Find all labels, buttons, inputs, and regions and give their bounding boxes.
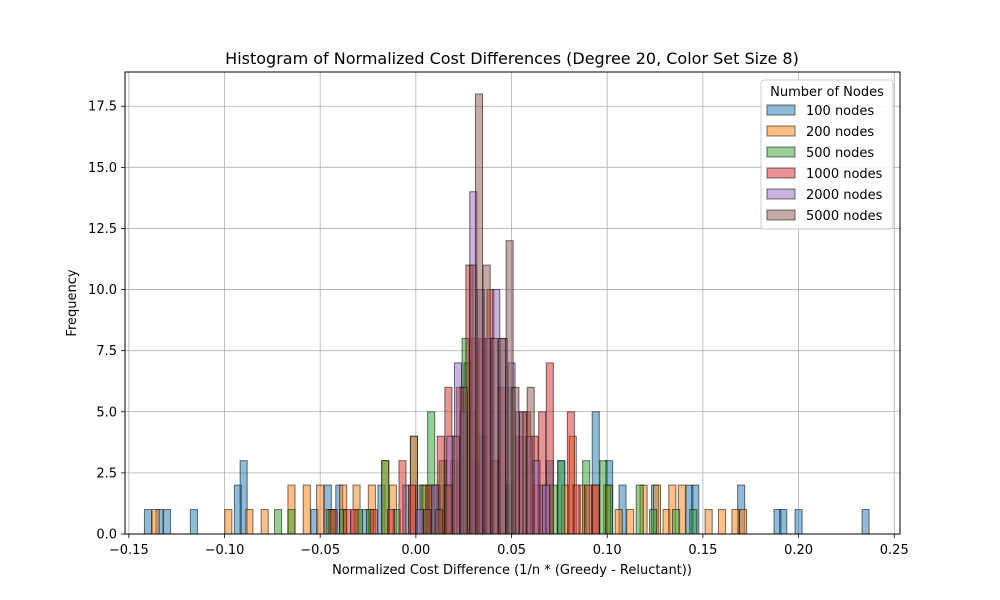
- histogram-bar: [434, 509, 443, 535]
- y-tick-label: 17.5: [88, 100, 117, 115]
- histogram-bar: [731, 509, 740, 535]
- legend-label: 100 nodes: [806, 104, 874, 119]
- histogram-bar: [794, 509, 803, 535]
- y-axis-label: Frequency: [65, 269, 80, 336]
- histogram-bar: [423, 509, 432, 535]
- histogram-bar: [584, 484, 593, 535]
- legend-title: Number of Nodes: [770, 85, 884, 100]
- histogram-bar: [224, 509, 233, 535]
- legend-label: 5000 nodes: [806, 209, 883, 224]
- histogram-bar: [526, 386, 535, 535]
- histogram-bar: [672, 509, 681, 535]
- plot-frame: [124, 71, 901, 535]
- histogram-bar: [482, 264, 491, 535]
- histogram-bar: [572, 484, 581, 535]
- histogram-bar: [459, 386, 468, 535]
- histogram-bar: [407, 484, 417, 535]
- y-tick-label: 10.0: [88, 283, 117, 298]
- legend-swatch: [766, 125, 796, 137]
- histogram-bar: [649, 509, 658, 535]
- y-tick-label: 7.5: [96, 344, 117, 359]
- histogram-bar: [541, 484, 551, 535]
- y-tick-label: 0.0: [96, 528, 117, 543]
- histogram-bar: [635, 484, 644, 535]
- histogram-bar: [287, 509, 296, 535]
- histogram-bar: [717, 509, 727, 535]
- histogram-bar: [350, 509, 359, 535]
- histogram-bar: [274, 509, 283, 535]
- x-tick-label: 0.15: [688, 543, 717, 558]
- histogram-bar: [151, 509, 160, 535]
- histogram-bar: [689, 509, 698, 535]
- x-tick-label: −0.10: [205, 543, 245, 558]
- x-axis-label: Normalized Cost Difference (1/n * (Greed…: [332, 563, 692, 578]
- x-tick-label: 0.25: [880, 543, 909, 558]
- histogram-bar: [474, 93, 484, 535]
- legend-swatch: [766, 104, 796, 116]
- histogram-bar: [398, 460, 407, 535]
- histogram-bar: [369, 509, 378, 535]
- histogram-bar: [452, 435, 461, 535]
- y-tick-label: 5.0: [96, 405, 117, 420]
- x-tick-label: −0.05: [300, 543, 340, 558]
- legend-label: 200 nodes: [806, 125, 874, 140]
- histogram-bar: [342, 509, 352, 535]
- x-tick-label: 0.00: [401, 543, 430, 558]
- chart-title: Histogram of Normalized Cost Differences…: [225, 49, 799, 68]
- y-tick-label: 15.0: [88, 161, 117, 176]
- histogram-bar: [511, 386, 520, 535]
- x-tick-label: 0.20: [784, 543, 813, 558]
- legend-swatch: [766, 209, 796, 221]
- histogram-bar: [415, 509, 424, 535]
- legend-items: 100 nodes 200 nodes 500 nodes 1000 nodes 200…: [766, 104, 883, 224]
- histogram-bar: [557, 460, 566, 535]
- histogram-bar: [861, 509, 870, 535]
- histogram-bar: [497, 337, 507, 535]
- histogram-bar: [444, 484, 453, 535]
- x-tick-label: 0.05: [497, 543, 526, 558]
- histogram-bar: [316, 484, 325, 535]
- histogram-bar: [260, 509, 269, 535]
- histogram-bar: [779, 509, 788, 535]
- histogram-bar: [329, 509, 338, 535]
- legend-swatch: [766, 188, 796, 200]
- legend-label: 2000 nodes: [806, 188, 883, 203]
- histogram-bar: [189, 509, 198, 535]
- histogram-bar: [163, 509, 172, 535]
- histogram-bar: [386, 509, 396, 535]
- histogram-bar: [614, 509, 623, 535]
- histogram-bar: [591, 484, 600, 535]
- histogram-bar: [605, 484, 614, 535]
- histogram-bar: [490, 337, 499, 535]
- axis-ticks: −0.15 −0.10 −0.05 0.00 0.05 0.10 0.15 0.20 0.25 0…: [88, 100, 909, 558]
- histogram-bar: [302, 484, 311, 535]
- histogram-bar: [518, 411, 528, 535]
- legend-label: 500 nodes: [806, 146, 874, 161]
- legend-label: 1000 nodes: [806, 167, 883, 182]
- legend: Number of Nodes 100 nodes 200 nodes 500 no…: [760, 79, 894, 230]
- legend-swatch: [766, 146, 796, 158]
- y-tick-label: 12.5: [88, 222, 117, 237]
- y-tick-label: 2.5: [96, 466, 117, 481]
- histogram-bar: [739, 509, 748, 535]
- x-tick-label: 0.10: [593, 543, 622, 558]
- histogram-bar: [626, 509, 635, 535]
- x-tick-label: −0.15: [109, 543, 149, 558]
- legend-swatch: [766, 167, 796, 179]
- histogram-bar: [245, 509, 254, 535]
- histogram-bar: [704, 509, 713, 535]
- histogram-bar: [143, 509, 153, 535]
